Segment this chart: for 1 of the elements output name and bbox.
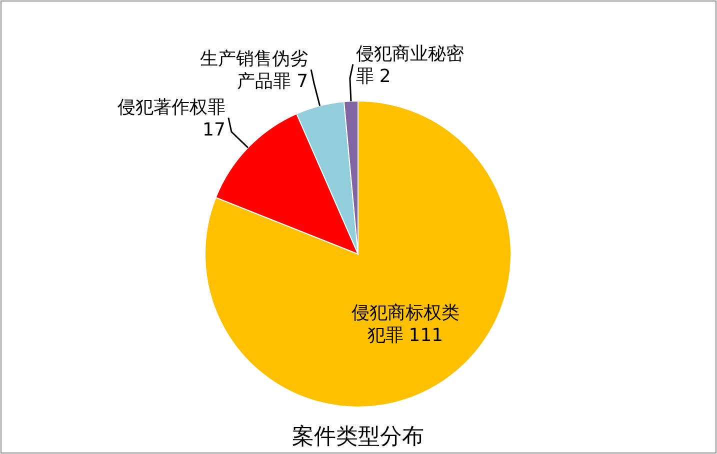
title: 案件类型分布 [292, 424, 424, 450]
